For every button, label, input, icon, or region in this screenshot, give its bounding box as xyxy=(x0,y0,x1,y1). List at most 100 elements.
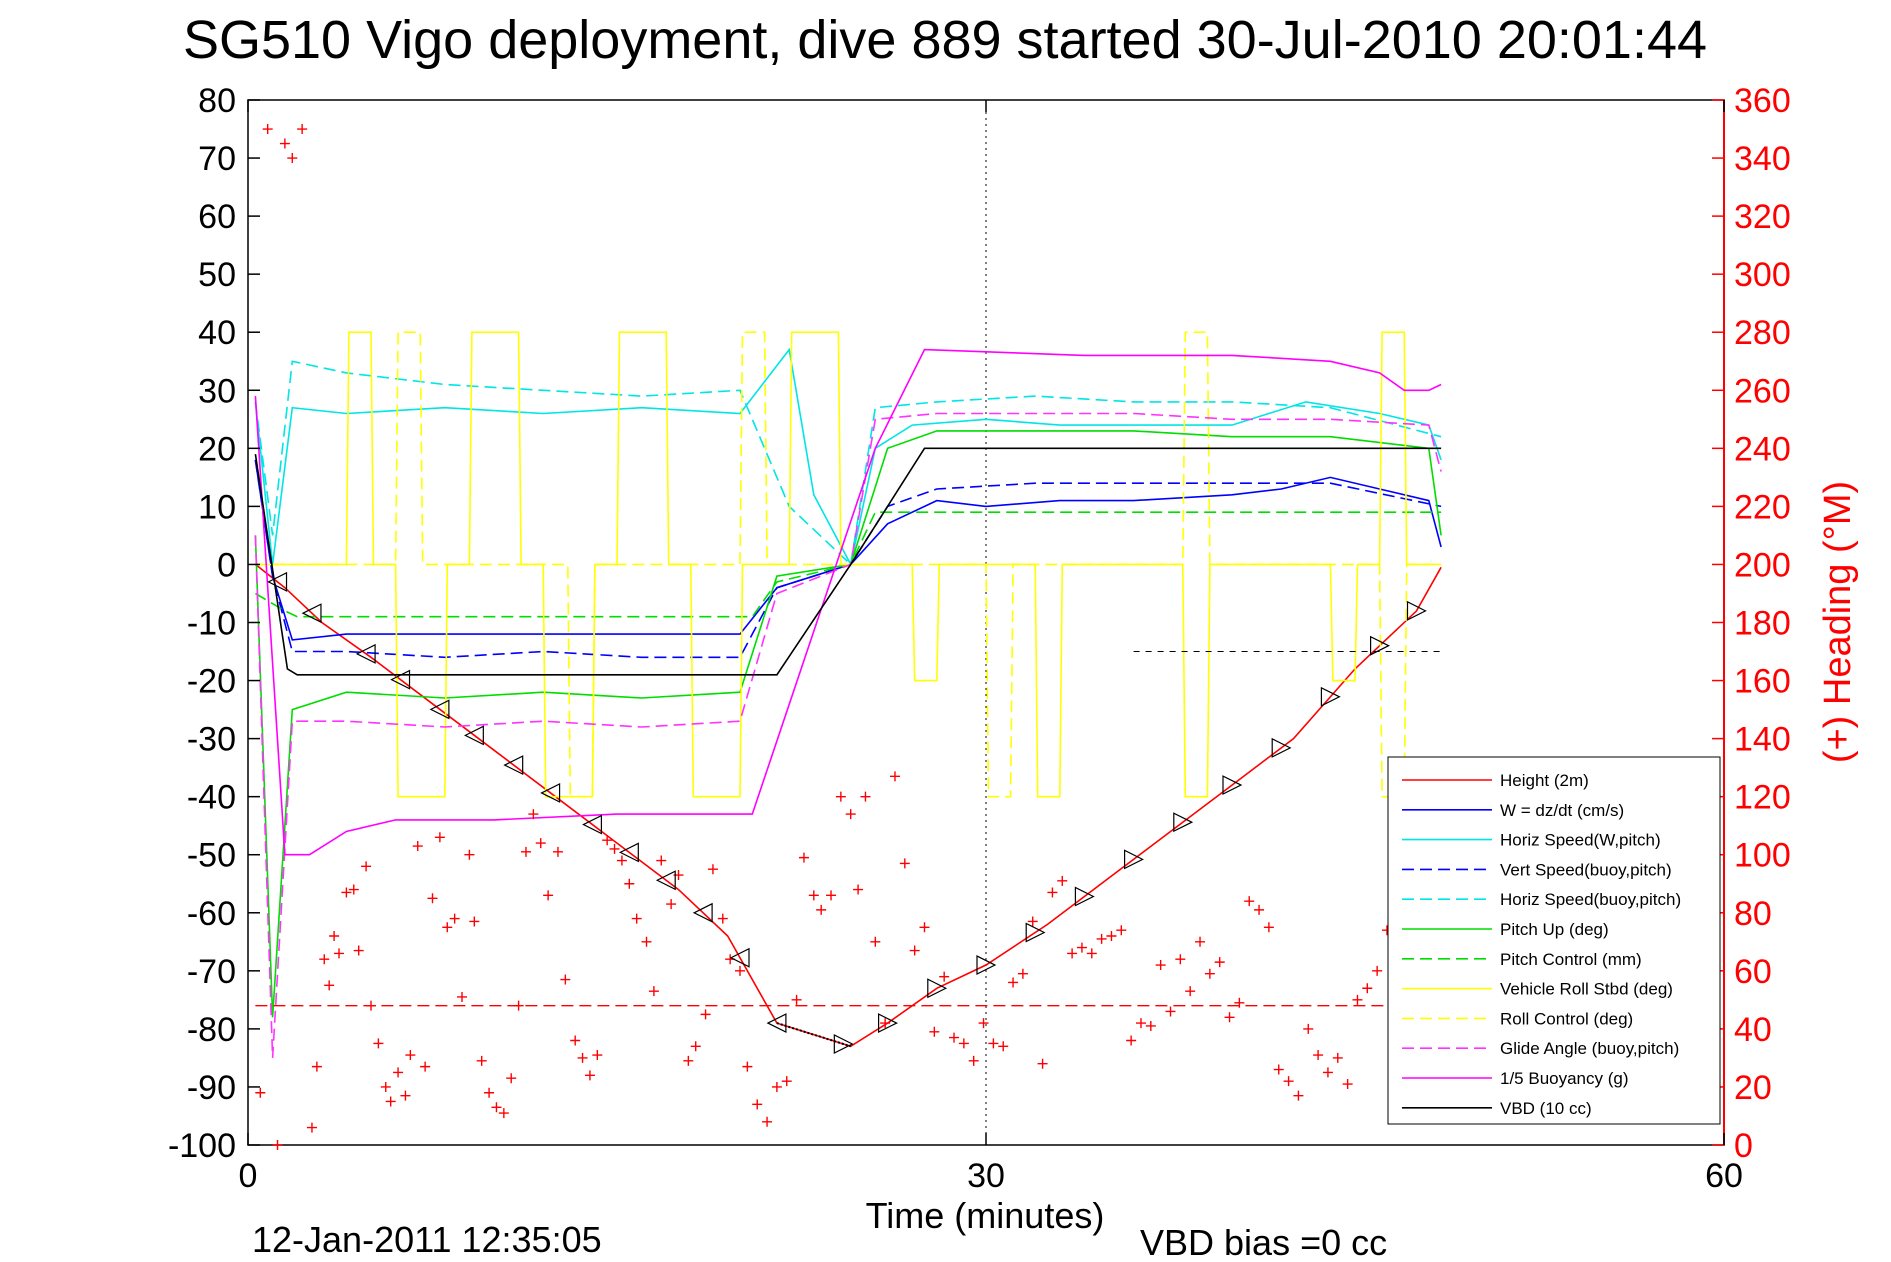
dive-marker-triangle xyxy=(429,699,450,720)
heading-point xyxy=(1106,931,1117,941)
legend: Height (2m) W = dz/dt (cm/s) Horiz Speed(W… xyxy=(1387,756,1721,1125)
y-right-tick-label: 240 xyxy=(1734,430,1791,468)
dive-marker-triangle xyxy=(692,902,713,923)
y-right-tick-label: 120 xyxy=(1734,779,1791,817)
heading-point xyxy=(427,893,438,904)
heading-point xyxy=(528,809,539,820)
heading-point xyxy=(1332,1052,1343,1063)
heading-point xyxy=(835,791,846,802)
right-axis-label: (+) Heading (°M) xyxy=(1817,481,1859,763)
y-tick-label: -100 xyxy=(168,1127,236,1165)
y-tick-label: -20 xyxy=(187,663,236,701)
heading-point xyxy=(1322,1067,1333,1078)
heading-point xyxy=(1372,965,1383,976)
heading-point xyxy=(808,890,819,901)
y-tick-label: -40 xyxy=(187,779,236,817)
y-right-tick-label: 80 xyxy=(1734,895,1772,933)
heading-point xyxy=(978,1018,989,1029)
series-line-pitch-control-mm xyxy=(254,511,1442,618)
series-line-vbd-10-cc xyxy=(254,447,1442,676)
heading-point xyxy=(717,913,728,924)
climb-marker-triangle xyxy=(927,978,948,999)
heading-point xyxy=(1352,994,1363,1005)
legend-label: Glide Angle (buoy,pitch) xyxy=(1500,1039,1679,1058)
y-right-tick-label: 0 xyxy=(1734,1127,1753,1165)
heading-point xyxy=(535,838,546,849)
legend-label: Vehicle Roll Stbd (deg) xyxy=(1500,980,1673,999)
heading-point xyxy=(1145,1020,1156,1031)
y-right-tick-label: 100 xyxy=(1734,837,1791,875)
legend-label: W = dz/dt (cm/s) xyxy=(1500,801,1624,820)
dive-marker-triangle xyxy=(729,947,750,968)
y-tick-label: -10 xyxy=(187,605,236,643)
heading-point xyxy=(1076,942,1087,953)
marker-layer xyxy=(255,447,1442,1054)
legend-label: Pitch Up (deg) xyxy=(1500,920,1609,939)
series-line-glide-angle-buoy-pitch xyxy=(254,412,1442,1058)
y-tick-label: -90 xyxy=(187,1069,236,1107)
dive-marker-triangle xyxy=(503,755,524,776)
heading-point xyxy=(1214,957,1225,968)
heading-point xyxy=(348,884,359,895)
climb-marker-triangle xyxy=(1173,812,1194,833)
heading-point xyxy=(870,936,881,947)
heading-point xyxy=(988,1038,999,1049)
heading-point xyxy=(958,1038,969,1049)
heading-point xyxy=(464,849,475,860)
climb-marker-triangle xyxy=(1123,849,1144,870)
series-line-pitch-up-deg xyxy=(254,430,1442,1018)
heading-point xyxy=(816,904,827,915)
y-right-tick-label: 40 xyxy=(1734,1011,1772,1049)
heading-point xyxy=(393,1067,404,1078)
x-axis-label: Time (minutes) xyxy=(866,1195,1105,1236)
heading-point xyxy=(1244,896,1255,907)
heading-point xyxy=(1135,1018,1146,1029)
legend-label: Horiz Speed(buoy,pitch) xyxy=(1500,890,1681,909)
y-right-tick-label: 160 xyxy=(1734,663,1791,701)
legend-label: Height (2m) xyxy=(1500,771,1589,790)
heading-point xyxy=(324,980,335,991)
heading-point xyxy=(791,994,802,1005)
heading-point xyxy=(1008,977,1019,988)
heading-point xyxy=(334,948,345,959)
heading-point xyxy=(1175,954,1186,965)
y-right-tick-label: 20 xyxy=(1734,1069,1772,1107)
y-right-tick-label: 300 xyxy=(1734,256,1791,294)
heading-point xyxy=(1204,968,1215,979)
dive-marker-triangle xyxy=(618,842,639,863)
heading-point xyxy=(457,991,468,1002)
legend-label: VBD (10 cc) xyxy=(1500,1099,1592,1118)
heading-point xyxy=(552,846,563,857)
heading-point xyxy=(449,913,460,924)
heading-point xyxy=(1067,948,1078,959)
y-tick-label: -70 xyxy=(187,953,236,991)
heading-point xyxy=(385,1096,396,1107)
climb-marker-triangle xyxy=(877,1013,898,1034)
heading-point xyxy=(1126,1035,1137,1046)
heading-point xyxy=(1096,933,1107,944)
heading-point xyxy=(1293,1090,1304,1101)
x-tick-label: 30 xyxy=(967,1157,1005,1195)
heading-point xyxy=(353,945,364,956)
heading-point xyxy=(631,913,642,924)
climb-marker-triangle xyxy=(833,1034,854,1054)
heading-point xyxy=(412,841,423,852)
heading-point xyxy=(570,1035,581,1046)
heading-point xyxy=(1224,1012,1235,1023)
heading-point xyxy=(860,791,871,802)
heading-point xyxy=(656,855,667,866)
heading-point xyxy=(469,916,480,927)
series-line-roll-control-deg xyxy=(255,331,1442,798)
climb-marker-triangle xyxy=(1025,922,1046,943)
heading-point xyxy=(319,954,330,965)
heading-point xyxy=(1362,983,1373,994)
dive-marker-triangle xyxy=(355,643,376,664)
y-tick-label: -80 xyxy=(187,1011,236,1049)
heading-point xyxy=(1037,1058,1048,1069)
heading-point xyxy=(1283,1076,1294,1087)
heading-point xyxy=(498,1108,509,1119)
heading-point xyxy=(826,890,837,901)
y-right-tick-label: 140 xyxy=(1734,721,1791,759)
y-tick-label: 0 xyxy=(217,546,236,584)
heading-point xyxy=(476,1055,487,1066)
